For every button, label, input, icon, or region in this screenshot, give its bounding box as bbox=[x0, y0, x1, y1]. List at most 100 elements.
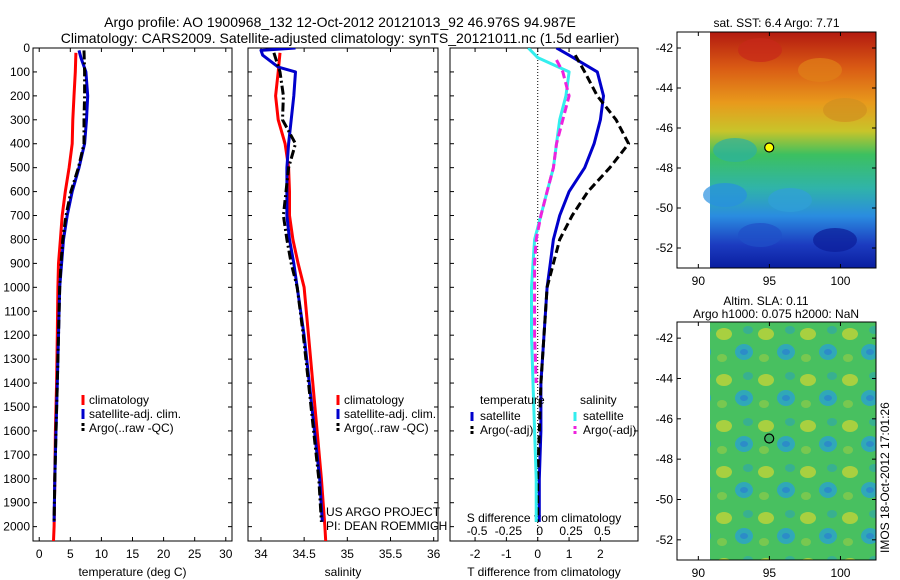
x-axis-label: salinity bbox=[325, 565, 362, 579]
series-line-satellite-adj-clim- bbox=[52, 50, 90, 522]
map-texture bbox=[703, 183, 747, 207]
s-tick-label: -0.25 bbox=[495, 524, 523, 538]
series-line-climatology bbox=[52, 52, 78, 541]
y-tick-label: 1800 bbox=[3, 472, 30, 486]
map-y-tick-label: -44 bbox=[656, 371, 674, 385]
x-axis-label: temperature (deg C) bbox=[78, 565, 186, 579]
x-axis-label: T difference from climatology bbox=[467, 565, 621, 579]
y-tick-label: 100 bbox=[10, 65, 30, 79]
map-texture bbox=[713, 138, 757, 162]
map-texture bbox=[768, 188, 812, 212]
s-axis-label: S difference from climatology bbox=[467, 511, 622, 525]
sla-map: 90 95 100 -42 -44 -46 -48 -50 -52 Altim. SLA: 0.1… bbox=[656, 294, 892, 580]
x-tick-label: 36 bbox=[427, 547, 441, 561]
y-tick-label: 1600 bbox=[3, 424, 30, 438]
map-x-tick-label: 100 bbox=[830, 274, 850, 288]
legend-label: climatology bbox=[344, 393, 404, 407]
map-frame bbox=[676, 321, 877, 561]
map-texture bbox=[738, 223, 782, 247]
x-tick-label: 34 bbox=[254, 547, 268, 561]
series-line-salinity-argo-adj- bbox=[533, 59, 571, 384]
y-tick-label: 1000 bbox=[3, 280, 30, 294]
map-x-tick-label: 95 bbox=[763, 566, 777, 580]
map-texture bbox=[738, 38, 782, 62]
map-texture bbox=[813, 228, 857, 252]
series-line-argo-raw-qc- bbox=[272, 52, 323, 522]
legend-header: salinity bbox=[580, 393, 617, 407]
series-line-temperature-satellite bbox=[537, 48, 605, 522]
legend-label: satellite bbox=[583, 409, 624, 423]
series-line-climatology bbox=[274, 52, 328, 541]
sst-map: 90 95 100 -42 -44 -46 -48 -50 -52 sat. SST: 6.4 A… bbox=[656, 16, 877, 288]
legend-label: satellite-adj. clim. bbox=[344, 407, 436, 421]
map-x-tick-label: 95 bbox=[763, 274, 777, 288]
series-group bbox=[259, 48, 328, 541]
x-tick-label: 0 bbox=[534, 547, 541, 561]
legend-label: Argo(-adj) bbox=[583, 423, 636, 437]
y-tick-label: 2000 bbox=[3, 520, 30, 534]
x-tick-label: 34.5 bbox=[292, 547, 316, 561]
x-tick-label: 35.5 bbox=[379, 547, 403, 561]
map-x-tick-label: 90 bbox=[692, 566, 706, 580]
x-tick-label: 5 bbox=[67, 547, 74, 561]
map-y-tick-label: -52 bbox=[656, 241, 674, 255]
y-tick-label: 900 bbox=[10, 256, 30, 270]
legend-label: satellite-adj. clim. bbox=[89, 407, 181, 421]
y-tick-label: 200 bbox=[10, 89, 30, 103]
y-tick-label: 1700 bbox=[3, 448, 30, 462]
credit-line: PI: DEAN ROEMMICH bbox=[326, 519, 447, 533]
y-tick-label: 1500 bbox=[3, 400, 30, 414]
x-tick-label: 25 bbox=[188, 547, 202, 561]
x-tick-label: 1 bbox=[566, 547, 573, 561]
map-title: Argo h1000: 0.075 h2000: NaN bbox=[693, 307, 859, 321]
series-line-satellite-adj-clim- bbox=[259, 48, 324, 522]
map-x-tick-label: 100 bbox=[830, 566, 850, 580]
s-tick-label: 0.25 bbox=[559, 524, 583, 538]
map-y-tick-label: -44 bbox=[656, 81, 674, 95]
s-tick-label: -0.5 bbox=[467, 524, 488, 538]
legend-label: Argo(..raw -QC) bbox=[89, 421, 174, 435]
map-title: Altim. SLA: 0.11 bbox=[723, 294, 808, 308]
temperature-panel: 0100200300400500600700800900100011001200… bbox=[3, 41, 232, 579]
title-line-1: Argo profile: AO 1900968_132 12-Oct-2012… bbox=[104, 14, 576, 30]
legend-header: temperature bbox=[480, 393, 545, 407]
y-tick-label: 800 bbox=[10, 232, 30, 246]
s-tick-label: 0 bbox=[536, 524, 543, 538]
legend-label: Argo(-adj) bbox=[480, 423, 533, 437]
map-y-tick-label: -42 bbox=[656, 331, 674, 345]
series-line-temperature-argo-adj- bbox=[536, 54, 631, 522]
map-y-tick-label: -46 bbox=[656, 412, 674, 426]
imos-timestamp: IMOS 18-Oct-2012 17:01:26 bbox=[878, 402, 892, 553]
title-line-2: Climatology: CARS2009. Satellite-adjuste… bbox=[60, 30, 620, 46]
y-tick-label: 500 bbox=[10, 161, 30, 175]
y-tick-label: 1300 bbox=[3, 352, 30, 366]
x-tick-label: -2 bbox=[470, 547, 481, 561]
map-title: sat. SST: 6.4 Argo: 7.71 bbox=[713, 16, 839, 30]
map-y-tick-label: -50 bbox=[656, 492, 674, 506]
x-tick-label: 35 bbox=[341, 547, 355, 561]
map-y-tick-label: -48 bbox=[656, 452, 674, 466]
s-tick-label: 0.5 bbox=[594, 524, 611, 538]
plot-frame bbox=[32, 47, 233, 542]
y-tick-label: 300 bbox=[10, 113, 30, 127]
plot-frame bbox=[449, 47, 639, 542]
y-tick-label: 700 bbox=[10, 209, 30, 223]
credit-line: US ARGO PROJECT bbox=[326, 505, 441, 519]
y-tick-label: 600 bbox=[10, 185, 30, 199]
y-tick-label: 1900 bbox=[3, 496, 30, 510]
salinity-panel: 34 34.5 35 35.5 36 salinity climatologysatelli… bbox=[247, 47, 447, 579]
map-x-tick-label: 90 bbox=[692, 274, 706, 288]
x-tick-label: 10 bbox=[95, 547, 109, 561]
x-tick-label: 2 bbox=[597, 547, 604, 561]
y-tick-label: 1400 bbox=[3, 376, 30, 390]
y-tick-label: 1100 bbox=[4, 304, 30, 318]
argo-location-marker bbox=[764, 142, 775, 153]
x-tick-label: -1 bbox=[501, 547, 512, 561]
x-tick-label: 0 bbox=[36, 547, 43, 561]
x-tick-label: 30 bbox=[219, 547, 233, 561]
series-group bbox=[52, 50, 90, 541]
argo-location-marker bbox=[764, 433, 775, 444]
plot-frame bbox=[247, 47, 439, 542]
map-y-tick-label: -52 bbox=[656, 533, 674, 547]
